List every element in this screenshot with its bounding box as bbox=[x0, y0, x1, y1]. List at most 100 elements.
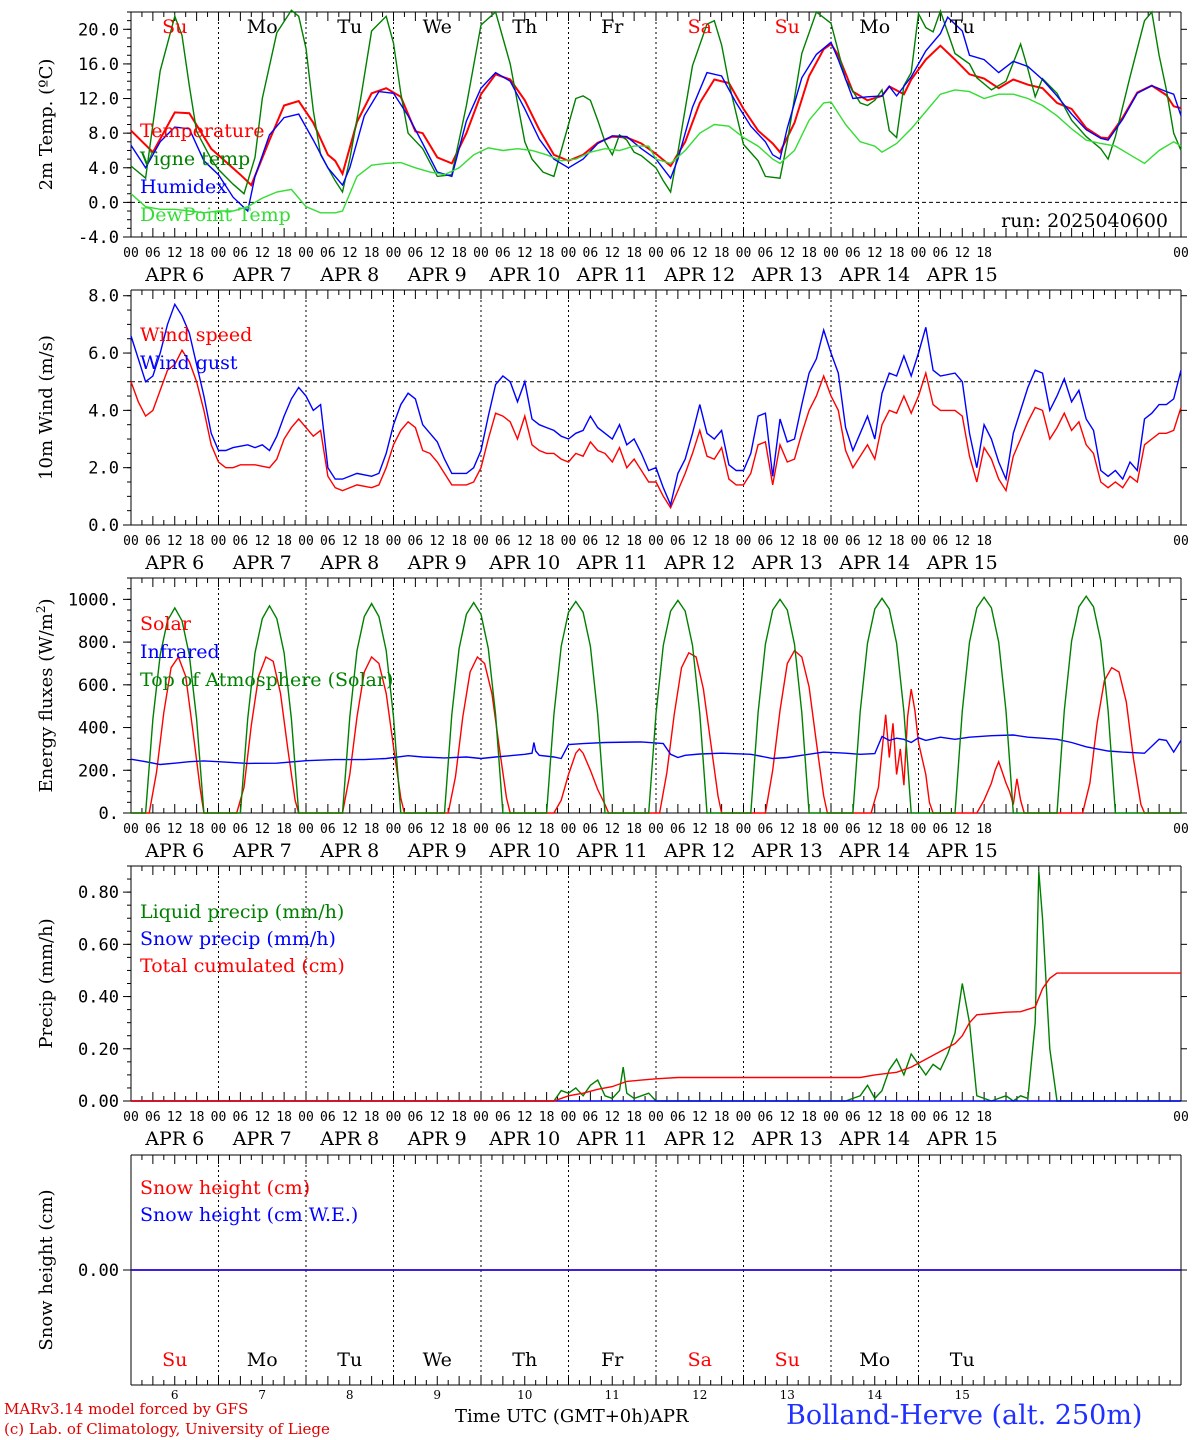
x-tick-label: 06 bbox=[933, 1110, 949, 1125]
legend-entry: Vigne temp bbox=[139, 148, 250, 170]
x-tick-label: 00 bbox=[736, 534, 752, 549]
x-tick-label: 00 bbox=[211, 246, 227, 261]
x-tick-label: 00 bbox=[386, 246, 402, 261]
series-line bbox=[131, 594, 1181, 814]
weekday-label: Tu bbox=[950, 16, 975, 38]
x-tick-label: 18 bbox=[976, 246, 992, 261]
y-tick-label: 0.20 bbox=[78, 1040, 119, 1060]
date-label: APR 10 bbox=[488, 840, 560, 862]
y-tick-label: 4.0 bbox=[88, 159, 119, 179]
panel-2: 0.0 2.0 4.0 6.0 8.0 10m Wind (m/s) Wind speed W… bbox=[36, 287, 1189, 574]
date-label: APR 6 bbox=[144, 840, 204, 862]
day-number-label: 9 bbox=[433, 1388, 441, 1402]
date-label: APR 14 bbox=[838, 264, 910, 286]
x-tick-label: 12 bbox=[604, 534, 620, 549]
date-label: APR 11 bbox=[576, 840, 648, 862]
x-tick-label: 06 bbox=[408, 534, 424, 549]
date-label: APR 11 bbox=[576, 552, 648, 574]
legend-entry: Wind speed bbox=[140, 324, 252, 346]
date-label: APR 7 bbox=[232, 1128, 292, 1150]
date-label: APR 8 bbox=[319, 840, 379, 862]
x-tick-label: 00 bbox=[123, 246, 139, 261]
legend-entry: Solar bbox=[140, 613, 192, 635]
date-label: APR 14 bbox=[838, 552, 910, 574]
legend-entry: Temperature bbox=[140, 120, 264, 142]
x-tick-label: 06 bbox=[845, 822, 861, 837]
x-tick-label: 18 bbox=[364, 534, 380, 549]
day-number-label: 8 bbox=[346, 1388, 354, 1402]
x-tick-label: 06 bbox=[145, 822, 161, 837]
x-tick-label: 06 bbox=[845, 1110, 861, 1125]
x-tick-label: 06 bbox=[233, 822, 249, 837]
x-tick-label: 18 bbox=[801, 534, 817, 549]
x-tick-label: 12 bbox=[342, 246, 358, 261]
legend-entry: Snow precip (mm/h) bbox=[140, 928, 336, 950]
x-tick-label: 18 bbox=[801, 822, 817, 837]
weekday-label: Sa bbox=[688, 16, 712, 38]
x-tick-label: 00 bbox=[473, 534, 489, 549]
date-label: APR 7 bbox=[232, 840, 292, 862]
series-line bbox=[130, 42, 1182, 187]
x-tick-label: 18 bbox=[276, 1110, 292, 1125]
x-tick-label: 00 bbox=[1173, 246, 1189, 261]
legend-entry: Humidex bbox=[140, 176, 227, 198]
weekday-label: Mo bbox=[247, 16, 278, 38]
day-number-label: 7 bbox=[258, 1388, 266, 1402]
x-tick-label: 12 bbox=[254, 534, 270, 549]
x-tick-label: 06 bbox=[670, 822, 686, 837]
x-tick-label: 12 bbox=[517, 534, 533, 549]
weekday-label-bottom: Su bbox=[162, 1349, 187, 1371]
x-tick-label: 12 bbox=[167, 1110, 183, 1125]
x-tick-label: 18 bbox=[626, 822, 642, 837]
superscript-2: 2 bbox=[34, 605, 48, 613]
x-tick-label: 12 bbox=[692, 822, 708, 837]
x-tick-label: 18 bbox=[626, 246, 642, 261]
x-tick-label: 06 bbox=[670, 246, 686, 261]
x-tick-label: 00 bbox=[561, 1110, 577, 1125]
x-tick-label: 18 bbox=[626, 534, 642, 549]
x-tick-label: 12 bbox=[342, 534, 358, 549]
weekday-label: Th bbox=[512, 16, 537, 38]
x-tick-label: 12 bbox=[429, 246, 445, 261]
weekday-label: Tu bbox=[337, 16, 362, 38]
x-tick-label: 18 bbox=[626, 1110, 642, 1125]
legend-entry: Infrared bbox=[140, 641, 220, 663]
x-tick-label: 18 bbox=[276, 246, 292, 261]
x-tick-label: 00 bbox=[911, 822, 927, 837]
x-tick-label: 12 bbox=[604, 246, 620, 261]
x-tick-label: 18 bbox=[714, 534, 730, 549]
day-number-label: 14 bbox=[867, 1388, 883, 1402]
date-label: APR 7 bbox=[232, 264, 292, 286]
date-label: APR 15 bbox=[926, 264, 998, 286]
x-tick-label: 12 bbox=[429, 1110, 445, 1125]
x-tick-label: 18 bbox=[276, 822, 292, 837]
x-tick-label: 06 bbox=[408, 822, 424, 837]
x-tick-label: 18 bbox=[364, 1110, 380, 1125]
y-tick-label: 800. bbox=[78, 633, 119, 653]
x-tick-label: 00 bbox=[823, 534, 839, 549]
date-label: APR 11 bbox=[576, 264, 648, 286]
x-tick-label: 06 bbox=[495, 246, 511, 261]
date-label: APR 13 bbox=[751, 264, 823, 286]
x-tick-label: 00 bbox=[561, 534, 577, 549]
y-tick-label: 2.0 bbox=[88, 459, 119, 479]
date-label: APR 8 bbox=[319, 1128, 379, 1150]
y-tick-label: 20.0 bbox=[78, 20, 119, 40]
x-tick-label: 18 bbox=[189, 822, 205, 837]
x-tick-label: 18 bbox=[451, 534, 467, 549]
y-tick-label: -4.0 bbox=[78, 228, 119, 248]
x-tick-label: 00 bbox=[911, 534, 927, 549]
y-tick-label: 0.00 bbox=[78, 1261, 119, 1281]
x-tick-label: 18 bbox=[276, 534, 292, 549]
x-tick-label: 00 bbox=[123, 822, 139, 837]
x-tick-label: 18 bbox=[189, 1110, 205, 1125]
weekday-label-bottom: Mo bbox=[859, 1349, 890, 1371]
x-tick-label: 00 bbox=[1173, 822, 1189, 837]
date-label: APR 11 bbox=[576, 1128, 648, 1150]
series-line bbox=[130, 348, 1182, 510]
x-tick-label: 00 bbox=[648, 822, 664, 837]
date-label: APR 6 bbox=[144, 552, 204, 574]
x-tick-label: 12 bbox=[867, 822, 883, 837]
x-tick-label: 12 bbox=[779, 246, 795, 261]
